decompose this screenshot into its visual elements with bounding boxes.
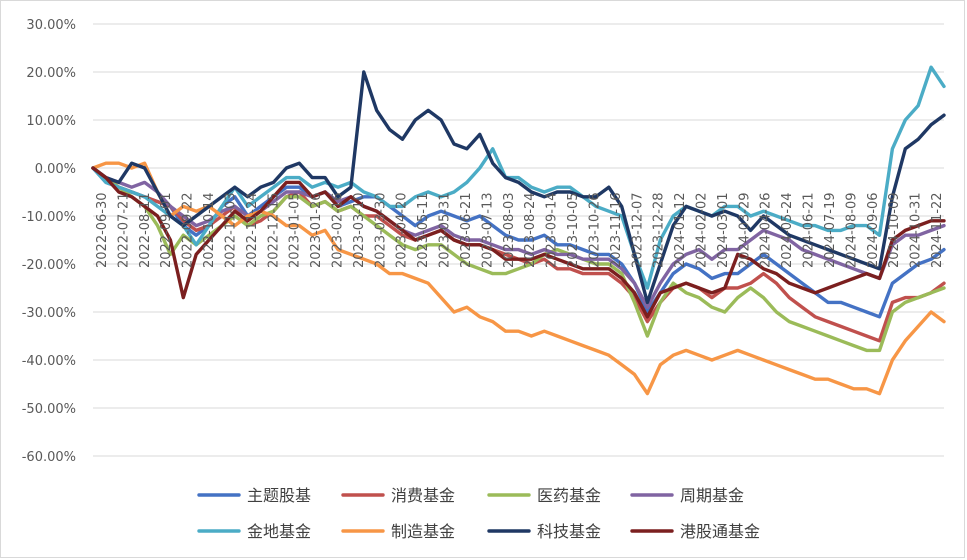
x-tick-label: 2023-05-31 [438, 192, 453, 268]
legend-item[interactable]: 消费基金 [341, 486, 455, 505]
x-tick-label: 2024-05-24 [780, 192, 795, 268]
y-tick-label: -60.00% [22, 450, 76, 465]
x-tick-label: 2024-02-02 [694, 192, 709, 268]
x-tick-label: 2022-06-30 [95, 192, 110, 268]
y-tick-label: -50.00% [22, 402, 76, 417]
x-tick-label: 2024-06-21 [802, 192, 817, 268]
legend-label: 港股通基金 [680, 522, 760, 541]
series-line-周期基金 [91, 166, 946, 309]
x-tick-label: 2022-10-14 [202, 192, 217, 268]
x-tick-label: 2023-06-21 [459, 192, 474, 268]
x-tick-label: 2023-08-03 [502, 192, 517, 268]
x-tick-label: 2023-12-07 [630, 192, 645, 268]
y-axis-ticks: 30.00% 20.00% 10.00% 0.00% -10.00% -20.00% -30… [22, 18, 76, 465]
y-tick-label: -20.00% [22, 258, 76, 273]
x-tick-label: 2024-03-01 [716, 192, 731, 268]
x-tick-label: 2023-03-30 [373, 192, 388, 268]
x-tick-label: 2022-09-01 [159, 192, 174, 268]
x-tick-label: 2024-10-09 [887, 192, 902, 268]
series-line-港股通基金 [91, 166, 946, 319]
series-lines [91, 65, 946, 396]
x-tick-label: 2024-10-31 [909, 192, 924, 268]
y-tick-label: -40.00% [22, 354, 76, 369]
x-tick-label: 2024-01-12 [673, 192, 688, 268]
x-tick-label: 2024-09-06 [866, 192, 881, 268]
x-tick-label: 2022-07-21 [116, 192, 131, 268]
x-tick-label: 2023-03-10 [352, 192, 367, 268]
legend-item[interactable]: 主题股基 [197, 486, 311, 505]
x-axis-ticks: 2022-06-30 2022-07-21 2022-08-11 2022-09-01… [95, 192, 945, 268]
x-tick-label: 2023-02-16 [331, 192, 346, 268]
x-tick-label: 2024-11-22 [930, 192, 945, 268]
legend-label: 制造基金 [391, 522, 455, 541]
legend-item[interactable]: 制造基金 [341, 522, 455, 541]
legend-item[interactable]: 金地基金 [197, 522, 311, 541]
x-tick-label: 2024-04-26 [759, 192, 774, 268]
legend-label: 金地基金 [247, 522, 311, 541]
x-tick-label: 2023-11-16 [609, 192, 624, 268]
x-tick-label: 2023-10-05 [566, 192, 581, 268]
legend-item[interactable]: 港股通基金 [630, 522, 760, 541]
series-line-主题股基 [91, 166, 946, 319]
x-tick-label: 2023-09-14 [545, 192, 560, 268]
x-tick-label: 2022-08-11 [138, 192, 153, 268]
legend-label: 周期基金 [680, 486, 744, 505]
x-tick-label: 2024-07-19 [823, 192, 838, 268]
y-tick-label: -10.00% [22, 210, 76, 225]
x-tick-label: 2023-05-11 [416, 192, 431, 268]
x-tick-label: 2024-03-29 [737, 192, 752, 268]
x-tick-label: 2023-07-13 [480, 192, 495, 268]
x-tick-label: 2023-12-28 [652, 192, 667, 268]
x-tick-label: 2024-08-09 [844, 192, 859, 268]
x-tick-label: 2023-04-20 [395, 192, 410, 268]
x-tick-label: 2022-11-03 [223, 192, 238, 268]
legend-item[interactable]: 医药基金 [487, 486, 601, 505]
legend-item[interactable]: 周期基金 [630, 486, 744, 505]
y-tick-label: 10.00% [26, 114, 76, 129]
x-tick-label: 2022-12-15 [266, 192, 281, 268]
legend-label: 医药基金 [537, 486, 601, 505]
legend-label: 科技基金 [537, 522, 601, 541]
x-tick-label: 2023-08-24 [523, 192, 538, 268]
series-line-科技基金 [91, 70, 946, 305]
y-tick-label: 30.00% [26, 18, 76, 33]
x-tick-label: 2022-09-22 [181, 192, 196, 268]
y-tick-label: 20.00% [26, 66, 76, 81]
x-tick-label: 2023-01-05 [288, 192, 303, 268]
y-tick-label: -30.00% [22, 306, 76, 321]
series-line-制造基金 [91, 161, 946, 396]
y-tick-label: 0.00% [35, 162, 76, 177]
x-tick-label: 2023-01-26 [309, 192, 324, 268]
series-line-医药基金 [91, 166, 946, 353]
legend-label: 消费基金 [391, 486, 455, 505]
legend-item[interactable]: 科技基金 [487, 522, 601, 541]
x-tick-label: 2023-10-26 [587, 192, 602, 268]
x-tick-label: 2022-11-24 [245, 192, 260, 268]
legend-label: 主题股基 [247, 486, 311, 505]
